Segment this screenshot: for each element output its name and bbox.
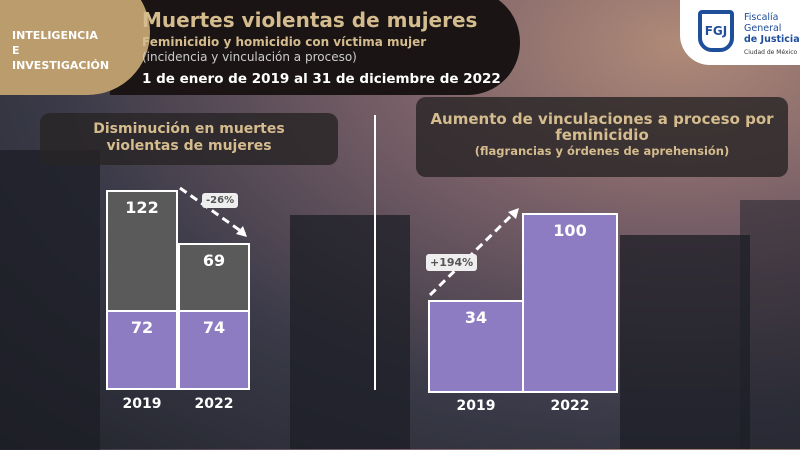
left-chart-title-box: Disminución en muertes violentas de muje… bbox=[40, 113, 338, 165]
bar: 34 bbox=[428, 300, 524, 393]
fgj-logo-mark: FGJ bbox=[698, 10, 734, 52]
stacked-bar-segment-gray: 122 bbox=[106, 190, 178, 312]
x-tick-label: 2019 bbox=[456, 398, 496, 414]
header-banner bbox=[110, 0, 520, 95]
increase-arrow bbox=[428, 210, 517, 297]
page-title: Muertes violentas de mujeres bbox=[142, 8, 478, 32]
divider bbox=[374, 115, 376, 390]
section-label: INTELIGENCIA E INVESTIGACIÓN bbox=[12, 29, 110, 72]
change-badge-left: -26% bbox=[202, 193, 239, 208]
bar: 100 bbox=[522, 213, 618, 393]
stacked-bar-segment-gray: 69 bbox=[178, 243, 250, 312]
logo-text: de Justicia bbox=[744, 34, 800, 45]
decrease-arrowhead bbox=[236, 226, 247, 237]
right-chart-title: Aumento de vinculaciones a proceso por f… bbox=[430, 110, 774, 144]
left-chart-title: Disminución en muertes violentas de muje… bbox=[93, 121, 285, 154]
decrease-arrow bbox=[179, 186, 246, 236]
right-chart-title-box: Aumento de vinculaciones a proceso por f… bbox=[416, 97, 788, 177]
change-badge-right: +194% bbox=[426, 254, 478, 271]
increase-arrowhead bbox=[508, 208, 519, 219]
period: 1 de enero de 2019 al 31 de diciembre de… bbox=[142, 71, 501, 87]
stacked-bar-segment-purple: 72 bbox=[106, 310, 178, 390]
page-subtitle: Feminicidio y homicidio con víctima muje… bbox=[142, 35, 427, 49]
right-chart-subtitle: (flagrancias y órdenes de aprehensión) bbox=[474, 144, 730, 158]
section-badge: INTELIGENCIA E INVESTIGACIÓN bbox=[0, 0, 150, 95]
page-subtitle-2: (incidencia y vinculación a proceso) bbox=[142, 50, 357, 64]
logo-text: Ciudad de México bbox=[744, 49, 798, 56]
x-tick-label: 2022 bbox=[550, 398, 590, 414]
stacked-bar-segment-purple: 74 bbox=[178, 310, 250, 390]
x-tick-label: 2022 bbox=[194, 396, 234, 412]
fgj-logo: FGJ Fiscalía General de Justicia Ciudad … bbox=[680, 0, 800, 65]
logo-text: Fiscalía bbox=[744, 12, 779, 23]
logo-text: General bbox=[744, 23, 782, 34]
x-tick-label: 2019 bbox=[122, 396, 162, 412]
